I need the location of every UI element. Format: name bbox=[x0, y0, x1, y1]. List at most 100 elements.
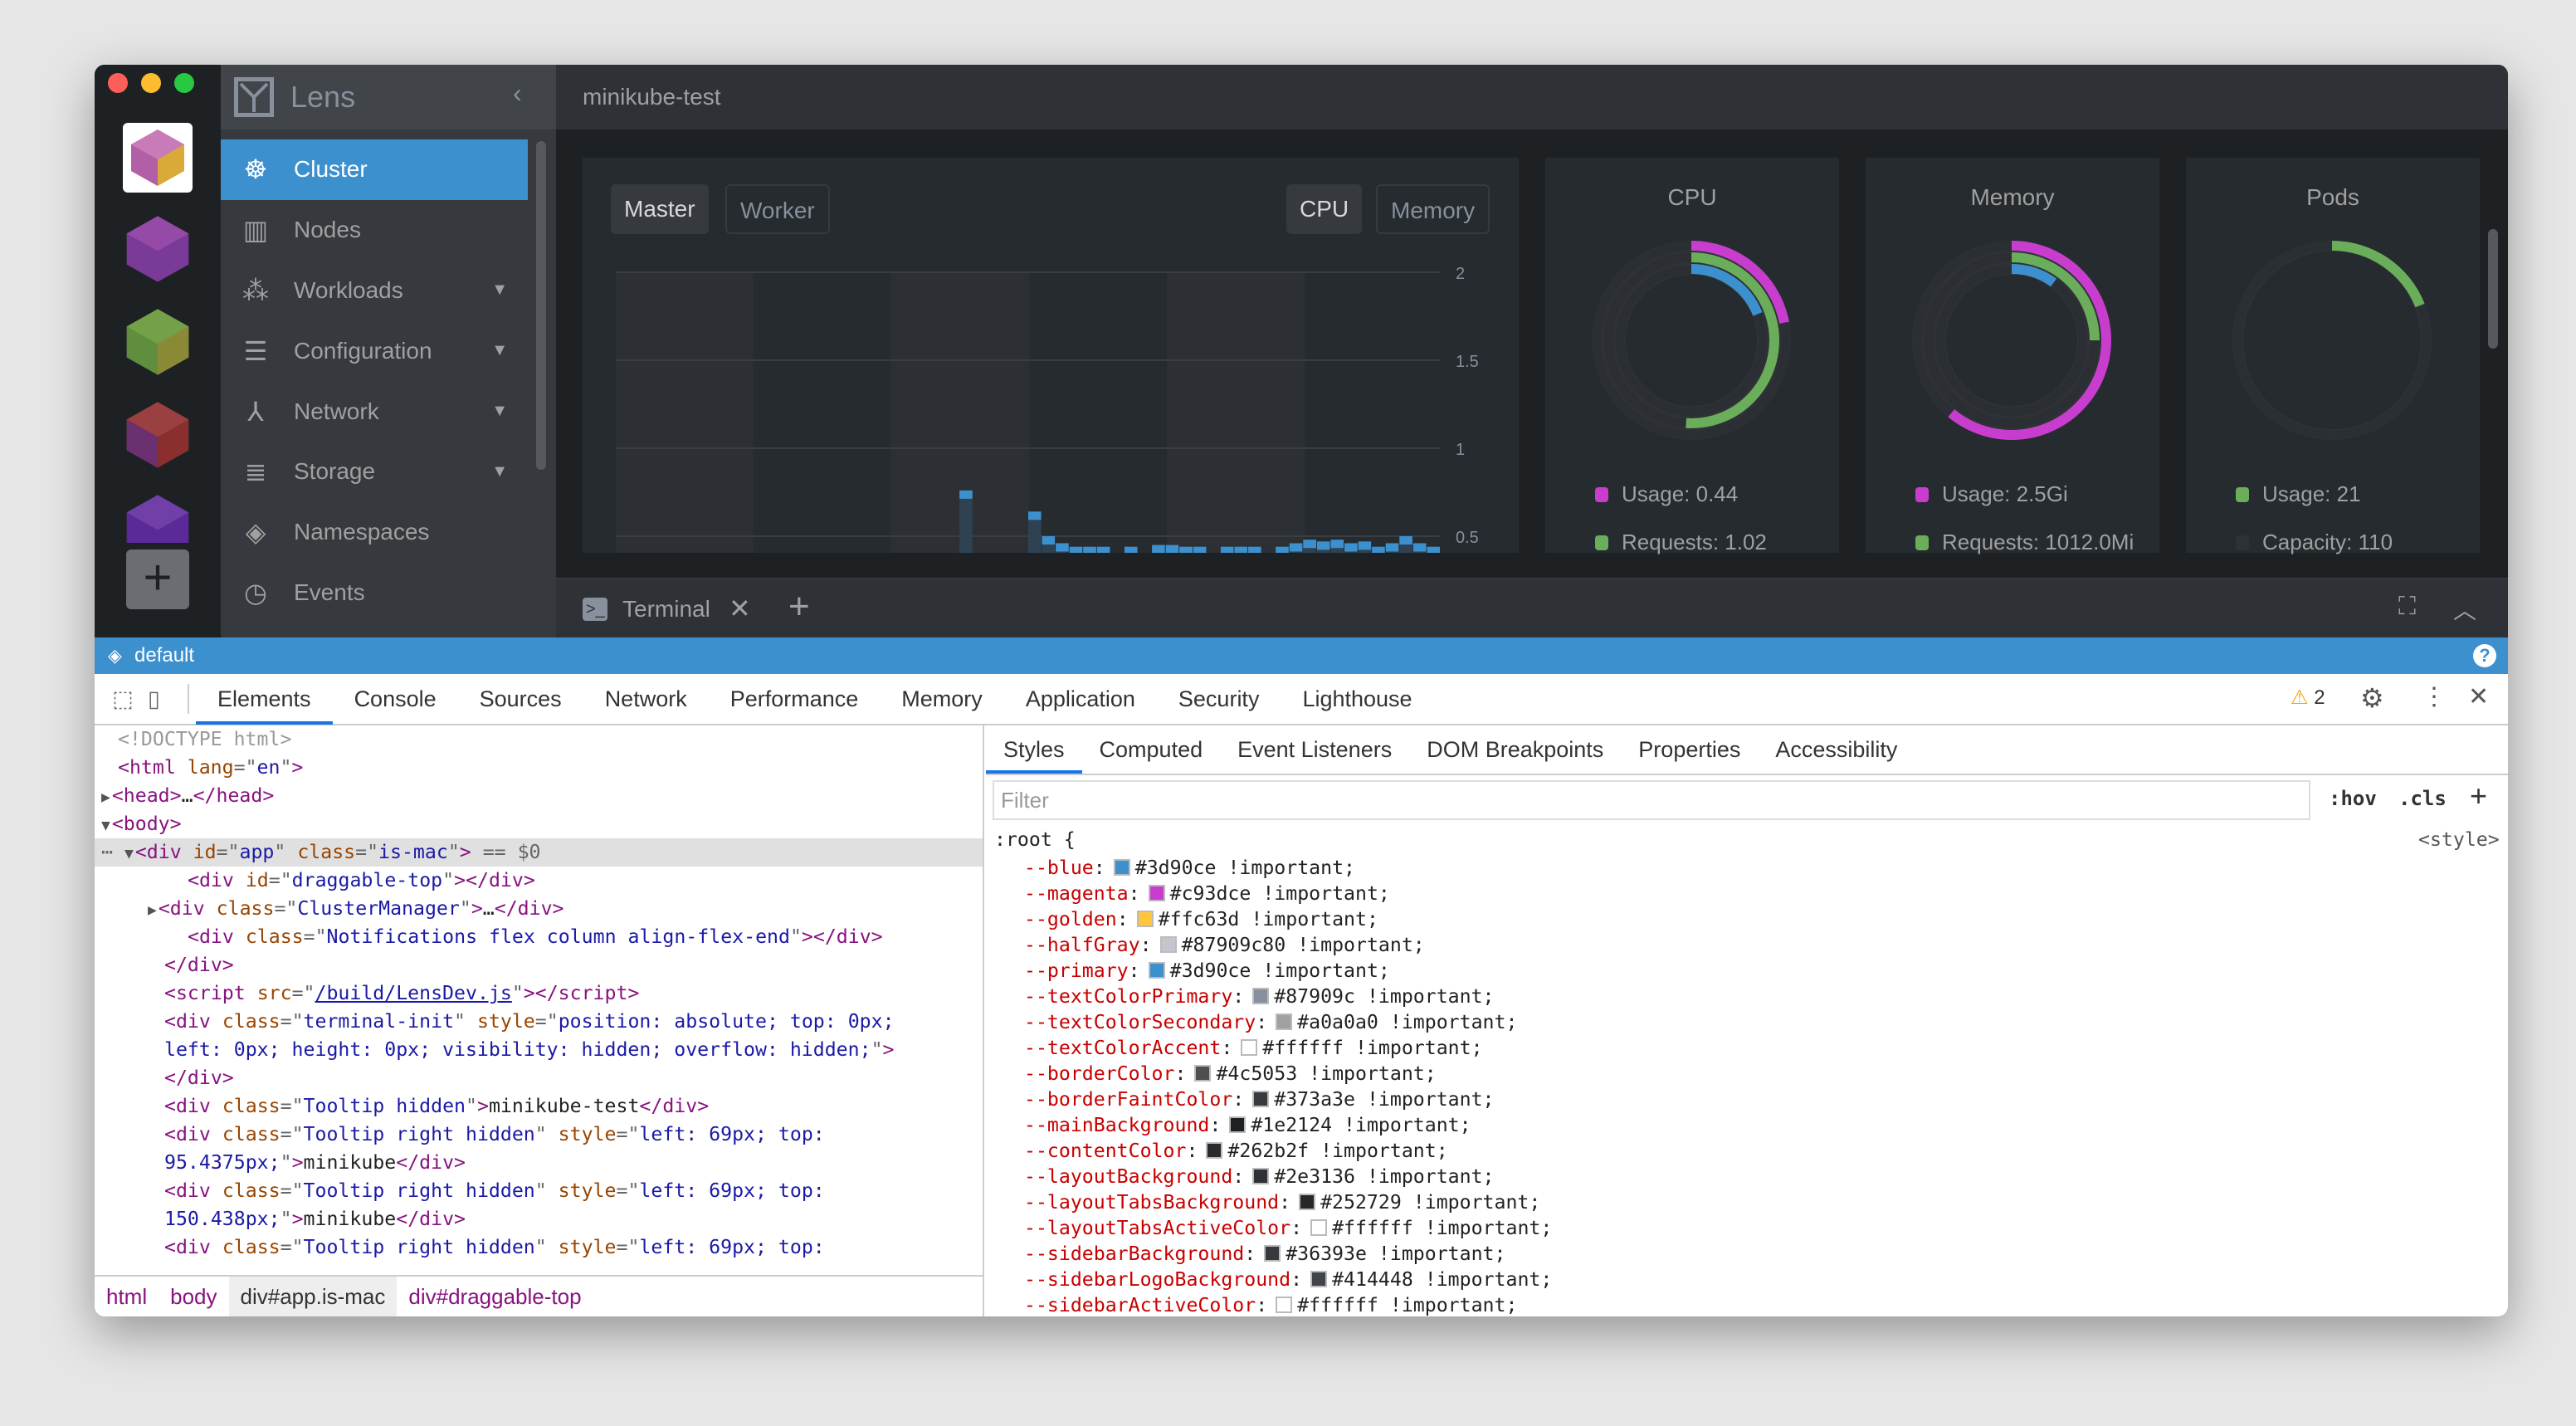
warnings-count[interactable]: ⚠ 2 bbox=[2291, 686, 2325, 709]
help-icon[interactable]: ? bbox=[2473, 644, 2496, 667]
devtools-tab-elements[interactable]: Elements bbox=[196, 673, 333, 725]
new-tab-icon[interactable]: + bbox=[788, 586, 810, 627]
color-swatch[interactable] bbox=[1148, 962, 1165, 979]
bar[interactable] bbox=[1028, 511, 1042, 553]
dom-node-line[interactable]: 95.4375px;">minikube</div> bbox=[95, 1149, 983, 1177]
expand-triangle-icon[interactable]: ▶ bbox=[148, 901, 157, 919]
collapse-sidebar-icon[interactable]: ‹ bbox=[513, 78, 522, 108]
more-icon[interactable]: ⋯ bbox=[101, 841, 113, 863]
hov-toggle[interactable]: :hov bbox=[2329, 787, 2377, 810]
sidebar-item-workloads[interactable]: ⁂ Workloads ▼ bbox=[221, 261, 528, 321]
cluster-icon[interactable] bbox=[123, 214, 193, 284]
css-declaration[interactable]: --sidebarActiveColor: #ffffff !important; bbox=[1024, 1294, 1518, 1316]
sidebar-item-storage[interactable]: ≣ Storage ▼ bbox=[221, 442, 528, 502]
dom-node-line[interactable]: <script src="/build/LensDev.js"></script… bbox=[95, 979, 983, 1008]
css-declaration[interactable]: --layoutTabsBackground: #252729 !importan… bbox=[1024, 1191, 1541, 1214]
css-declaration[interactable]: --halfGray: #87909c80 !important; bbox=[1024, 934, 1425, 956]
cluster-icon[interactable] bbox=[123, 400, 193, 470]
color-swatch[interactable] bbox=[1299, 1194, 1316, 1210]
sidebar-item-nodes[interactable]: ▥ Nodes bbox=[221, 200, 528, 261]
dom-node-line[interactable]: <div class="Notifications flex column al… bbox=[95, 923, 983, 951]
dom-node-line[interactable]: 150.438px;">minikube</div> bbox=[95, 1205, 983, 1233]
color-swatch[interactable] bbox=[1148, 885, 1165, 901]
devtools-tab-security[interactable]: Security bbox=[1178, 686, 1260, 711]
inspect-element-icon[interactable]: ⬚ bbox=[112, 686, 134, 711]
more-options-icon[interactable]: ⋮ bbox=[2422, 683, 2447, 711]
chevron-down-icon[interactable]: ▼ bbox=[491, 281, 508, 300]
collapse-triangle-icon[interactable]: ▼ bbox=[101, 817, 110, 834]
devtools-tab-console[interactable]: Console bbox=[354, 686, 437, 711]
css-declaration[interactable]: --textColorSecondary: #a0a0a0 !important; bbox=[1024, 1011, 1518, 1033]
color-swatch[interactable] bbox=[1264, 1245, 1281, 1262]
cluster-icon-minikube-test[interactable] bbox=[123, 123, 193, 193]
styles-tab-event-listeners[interactable]: Event Listeners bbox=[1237, 737, 1393, 762]
color-swatch[interactable] bbox=[1159, 936, 1177, 953]
dom-node-line[interactable]: ▼<body> bbox=[95, 810, 983, 838]
tab-worker[interactable]: Worker bbox=[725, 184, 830, 234]
dom-node-line[interactable]: </div> bbox=[95, 1064, 983, 1092]
css-declaration[interactable]: --primary: #3d90ce !important; bbox=[1024, 960, 1390, 982]
dom-node-line[interactable]: <div class="Tooltip right hidden" style=… bbox=[95, 1121, 983, 1149]
dom-node-line[interactable]: <div id="draggable-top"></div> bbox=[95, 867, 983, 895]
expand-triangle-icon[interactable]: ▶ bbox=[101, 789, 110, 806]
color-swatch[interactable] bbox=[1276, 1013, 1293, 1030]
css-declaration[interactable]: --sidebarLogoBackground: #414448 !importa… bbox=[1024, 1268, 1553, 1291]
dom-node-line[interactable]: ⋯ ▼<div id="app" class="is-mac"> == $0 bbox=[95, 838, 983, 867]
close-terminal-icon[interactable]: ✕ bbox=[729, 593, 751, 623]
css-declaration[interactable]: --golden: #ffc63d !important; bbox=[1024, 908, 1378, 930]
dom-node-line[interactable]: <div class="terminal-init" style="positi… bbox=[95, 1008, 983, 1036]
css-declaration[interactable]: --sidebarBackground: #36393e !important; bbox=[1024, 1243, 1506, 1265]
dom-node-line[interactable]: <div class="Tooltip right hidden" style=… bbox=[95, 1177, 983, 1205]
maximize-window-button[interactable] bbox=[174, 73, 194, 93]
sidebar-item-network[interactable]: ⅄ Network ▼ bbox=[221, 381, 528, 442]
tab-cpu[interactable]: CPU bbox=[1286, 184, 1363, 234]
styles-tab-computed[interactable]: Computed bbox=[1099, 737, 1203, 762]
styles-tab-properties[interactable]: Properties bbox=[1638, 737, 1741, 762]
css-declaration[interactable]: --textColorAccent: #ffffff !important; bbox=[1024, 1037, 1483, 1059]
styles-filter-input[interactable]: Filter bbox=[993, 780, 2310, 820]
cluster-icon[interactable] bbox=[123, 493, 193, 543]
minimize-window-button[interactable] bbox=[141, 73, 161, 93]
color-swatch[interactable] bbox=[1252, 1091, 1270, 1107]
devtools-tab-application[interactable]: Application bbox=[1025, 686, 1135, 711]
color-swatch[interactable] bbox=[1136, 911, 1154, 927]
breadcrumb-item[interactable]: div#draggable-top bbox=[408, 1284, 582, 1309]
cls-toggle[interactable]: .cls bbox=[2398, 787, 2447, 810]
dom-node-line[interactable]: <div class="Tooltip right hidden" style=… bbox=[95, 1233, 983, 1262]
styles-tab-dom-breakpoints[interactable]: DOM Breakpoints bbox=[1427, 737, 1604, 762]
breadcrumb-item[interactable]: html bbox=[106, 1284, 148, 1309]
add-cluster-button[interactable]: + bbox=[126, 549, 189, 609]
breadcrumb-item[interactable]: body bbox=[170, 1284, 217, 1309]
devtools-tab-memory[interactable]: Memory bbox=[901, 686, 983, 711]
overview-scrollbar[interactable] bbox=[2488, 229, 2498, 349]
devtools-tab-performance[interactable]: Performance bbox=[729, 686, 859, 711]
color-swatch[interactable] bbox=[1310, 1271, 1328, 1287]
dom-node-line[interactable]: ▶<head>…</head> bbox=[95, 782, 983, 810]
bar[interactable] bbox=[959, 490, 973, 553]
collapse-triangle-icon[interactable]: ▼ bbox=[124, 845, 134, 862]
close-window-button[interactable] bbox=[108, 73, 128, 93]
css-declaration[interactable]: --borderColor: #4c5053 !important; bbox=[1024, 1062, 1437, 1085]
breadcrumb-item[interactable]: div#app.is-mac bbox=[228, 1277, 398, 1316]
css-declaration[interactable]: --layoutTabsActiveColor: #ffffff !importa… bbox=[1024, 1217, 1553, 1239]
sidebar-item-cluster[interactable]: ☸ Cluster bbox=[221, 139, 528, 200]
dom-node-line[interactable]: <!DOCTYPE html> bbox=[95, 725, 983, 754]
sidebar-item-events[interactable]: ◷ Events bbox=[221, 563, 528, 623]
dom-node-line[interactable]: </div> bbox=[95, 951, 983, 979]
css-declaration[interactable]: --borderFaintColor: #373a3e !important; bbox=[1024, 1088, 1495, 1111]
dom-token[interactable]: /build/LensDev.js bbox=[315, 982, 512, 1004]
tab-terminal[interactable]: Terminal bbox=[622, 596, 710, 622]
devtools-tab-sources[interactable]: Sources bbox=[479, 686, 562, 711]
device-toolbar-icon[interactable]: ▯ bbox=[148, 686, 160, 711]
color-swatch[interactable] bbox=[1206, 1142, 1223, 1159]
color-swatch[interactable] bbox=[1310, 1219, 1328, 1236]
chevron-down-icon[interactable]: ▼ bbox=[491, 461, 508, 481]
css-declaration[interactable]: --textColorPrimary: #87909c !important; bbox=[1024, 985, 1495, 1008]
color-swatch[interactable] bbox=[1252, 988, 1270, 1004]
close-devtools-icon[interactable]: ✕ bbox=[2468, 683, 2490, 711]
sidebar-item-configuration[interactable]: ☰ Configuration ▼ bbox=[221, 320, 528, 381]
new-style-rule-icon[interactable]: + bbox=[2470, 779, 2488, 813]
color-swatch[interactable] bbox=[1276, 1297, 1293, 1313]
chevron-up-icon[interactable]: ︿ bbox=[2453, 598, 2477, 623]
dom-node-line[interactable]: <html lang="en"> bbox=[95, 754, 983, 782]
